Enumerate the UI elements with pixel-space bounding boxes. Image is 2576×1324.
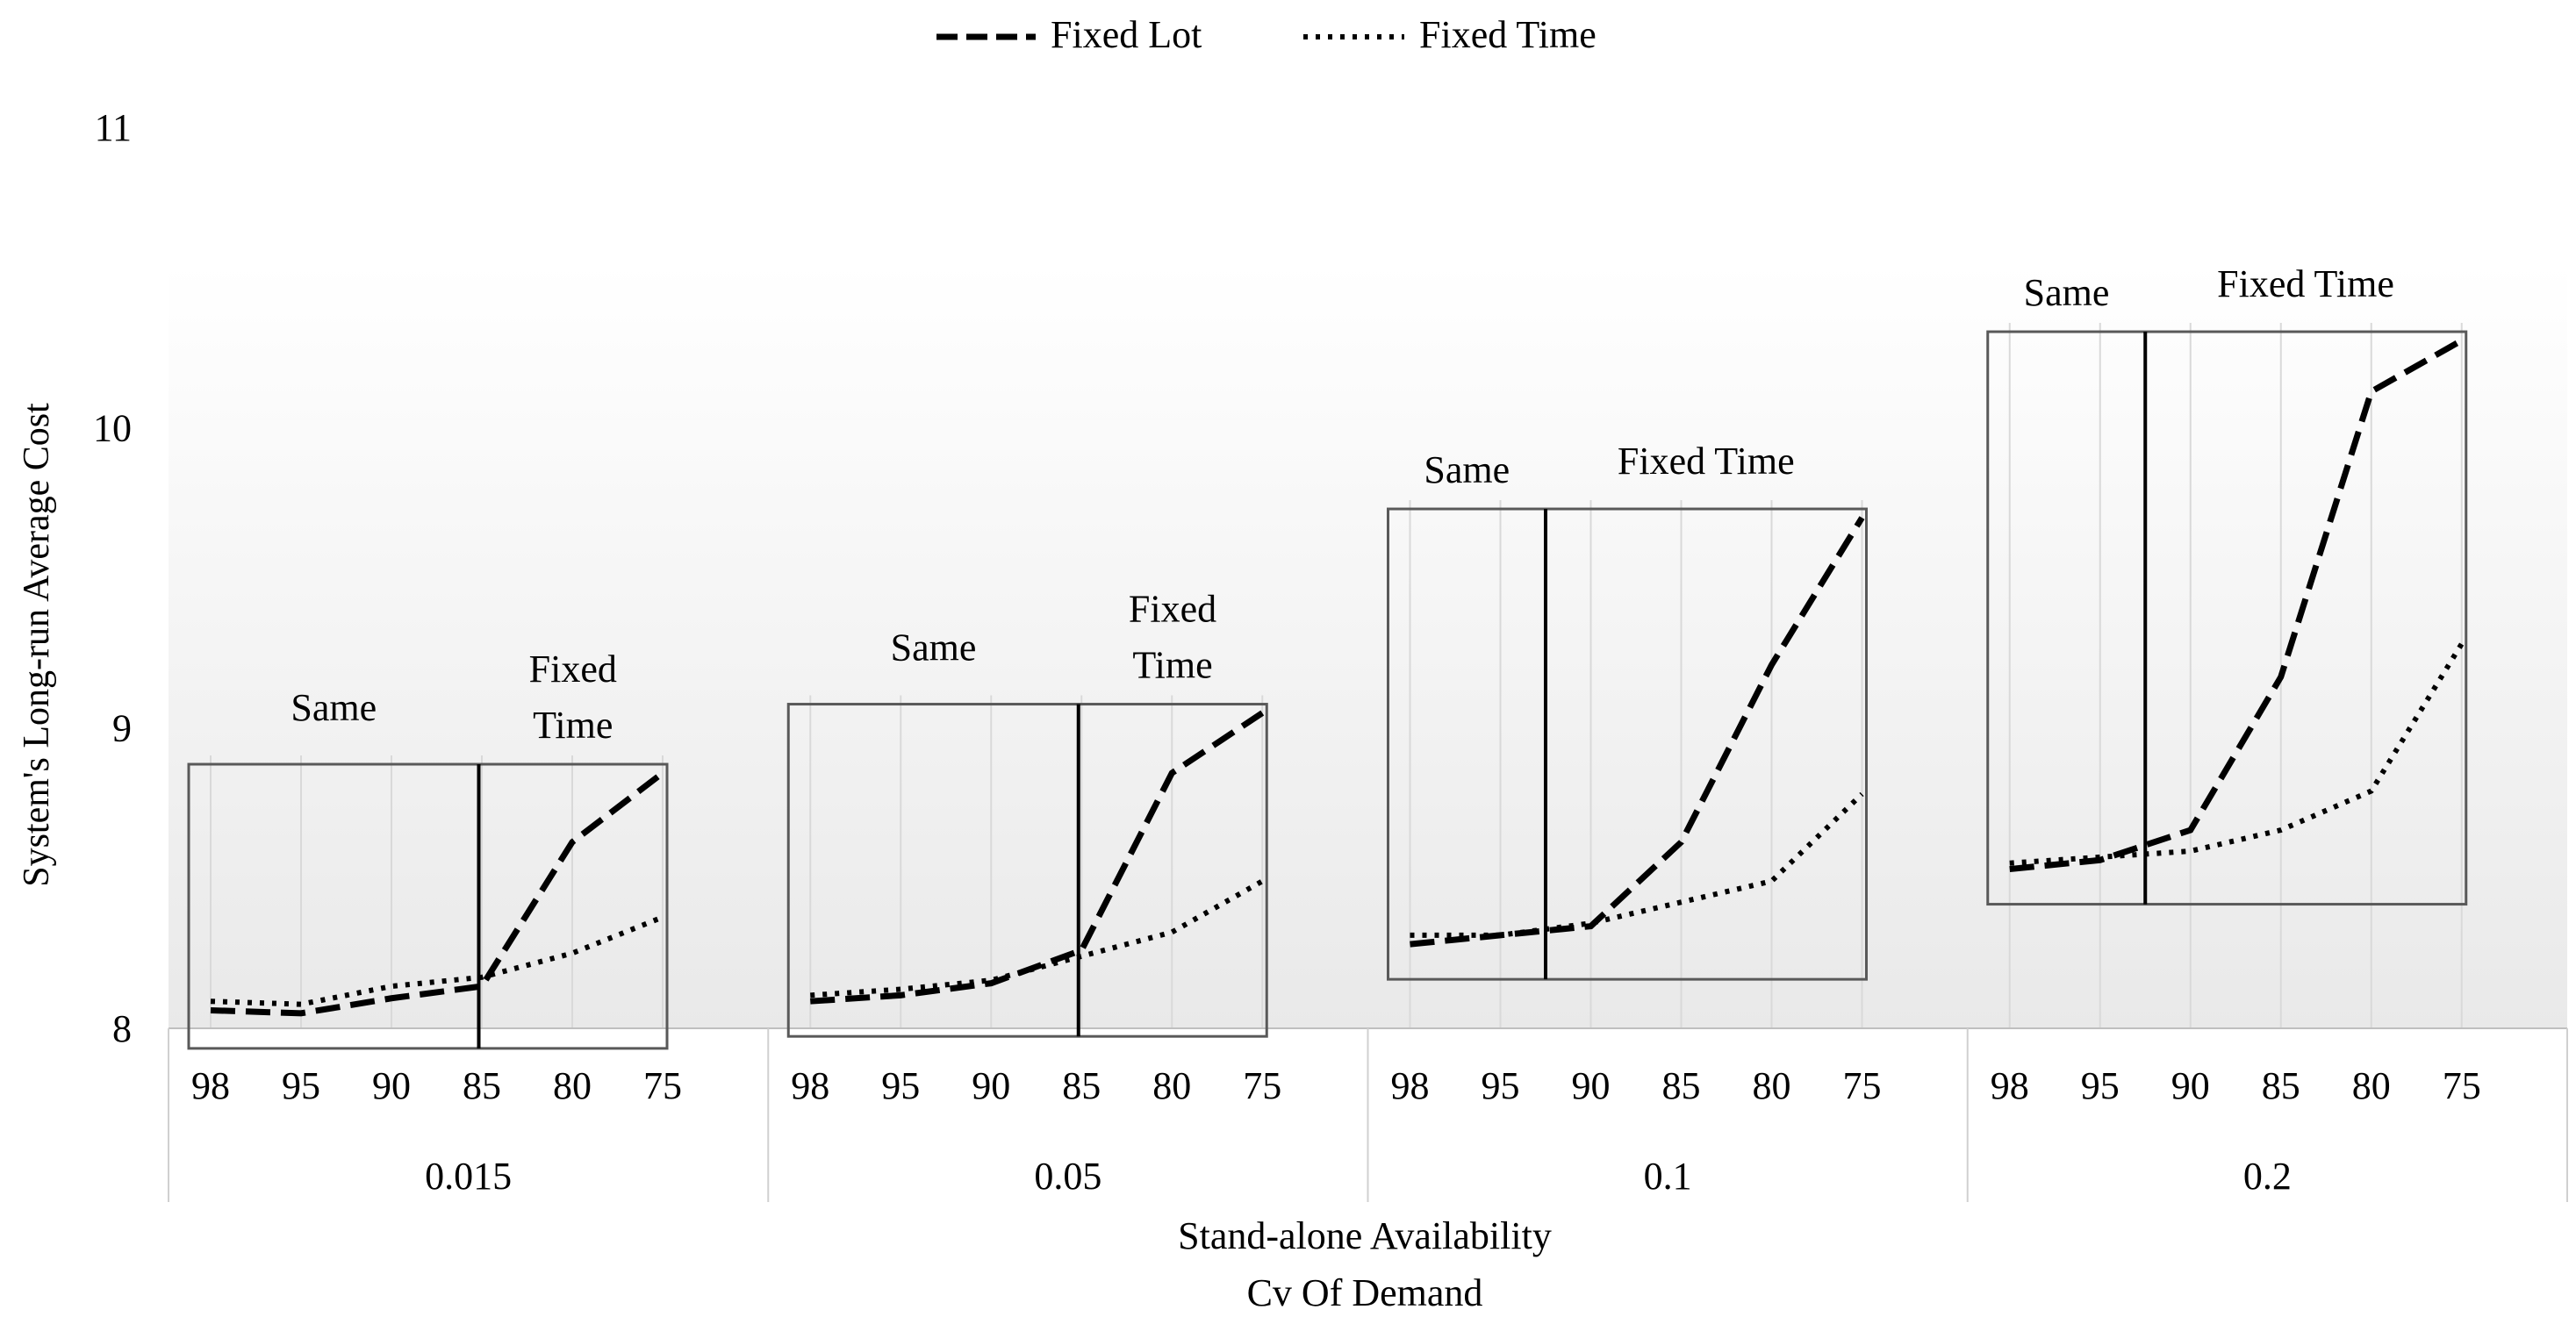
series-line-fixed-lot bbox=[210, 770, 665, 1017]
annotation-box bbox=[786, 703, 1268, 1038]
legend: Fixed Lot Fixed Time bbox=[936, 13, 1597, 56]
category-axis: 98 95 90 85 80 75 0.015 98 95 90 85 80 75 0.05 98 95 90 8… bbox=[168, 1027, 2568, 1202]
annotation-label-fixed-time: Time bbox=[533, 704, 613, 747]
x-tick-label: 98 bbox=[791, 1064, 829, 1107]
value-axis: 8 9 10 11 bbox=[93, 106, 132, 1050]
annotation-label-fixed-time: Fixed Time bbox=[1618, 440, 1795, 483]
group-label: 0.1 bbox=[1644, 1155, 1692, 1198]
x-axis-title-line-1: Stand-alone Availability bbox=[1178, 1214, 1552, 1257]
series-line-fixed-lot bbox=[810, 710, 1265, 1005]
y-tick-label: 9 bbox=[112, 707, 132, 750]
x-tick-label: 95 bbox=[1482, 1064, 1520, 1107]
legend-label-fixed-time: Fixed Time bbox=[1419, 13, 1597, 56]
series-line-fixed-time bbox=[2009, 642, 2465, 866]
y-axis-title: System's Long-run Average Cost bbox=[17, 403, 57, 887]
series-line-fixed-time bbox=[210, 914, 664, 1007]
annotation-boxes: Same Fixed Time Same Fixed Time Same Fixed Time… bbox=[187, 262, 2468, 1050]
annotation-label-fixed-time: Fixed bbox=[1129, 588, 1216, 631]
annotation-label-same: Same bbox=[2024, 271, 2110, 314]
x-axis-title-line-2: Cv Of Demand bbox=[1247, 1271, 1483, 1314]
x-tick-label: 80 bbox=[2352, 1064, 2391, 1107]
x-tick-label: 80 bbox=[553, 1064, 592, 1107]
x-tick-label: 95 bbox=[881, 1064, 920, 1107]
y-tick-label: 11 bbox=[95, 106, 132, 149]
series-lines bbox=[210, 338, 2465, 1017]
x-tick-label: 80 bbox=[1152, 1064, 1191, 1107]
x-tick-label: 98 bbox=[191, 1064, 230, 1107]
x-tick-label: 75 bbox=[643, 1064, 682, 1107]
y-tick-label: 8 bbox=[112, 1007, 132, 1050]
plot-area-background bbox=[169, 263, 2567, 1028]
x-tick-label: 85 bbox=[1062, 1064, 1101, 1107]
series-line-fixed-time bbox=[1410, 791, 1864, 938]
x-tick-label: 98 bbox=[1991, 1064, 2029, 1107]
annotation-label-fixed-time: Fixed bbox=[529, 648, 617, 691]
annotation-label-same: Same bbox=[291, 686, 377, 729]
x-tick-label: 98 bbox=[1391, 1064, 1430, 1107]
x-tick-label: 85 bbox=[2262, 1064, 2300, 1107]
x-tick-label: 95 bbox=[2081, 1064, 2120, 1107]
x-tick-label: 90 bbox=[972, 1064, 1010, 1107]
x-tick-label: 90 bbox=[1572, 1064, 1611, 1107]
x-tick-label: 75 bbox=[2443, 1064, 2481, 1107]
legend-label-fixed-lot: Fixed Lot bbox=[1051, 13, 1202, 56]
annotation-box bbox=[1387, 507, 1868, 981]
x-tick-label: 75 bbox=[1243, 1064, 1281, 1107]
series-line-fixed-lot bbox=[2009, 338, 2464, 873]
annotation-box bbox=[1986, 330, 2468, 906]
annotation-label-same: Same bbox=[891, 626, 977, 669]
group-label: 0.2 bbox=[2243, 1155, 2292, 1198]
annotation-label-fixed-time: Time bbox=[1132, 644, 1212, 687]
x-tick-label: 85 bbox=[1662, 1064, 1701, 1107]
x-tick-label: 95 bbox=[282, 1064, 320, 1107]
annotation-label-same: Same bbox=[1424, 448, 1510, 491]
series-line-fixed-time bbox=[810, 878, 1264, 998]
annotation-label-fixed-time: Fixed Time bbox=[2217, 262, 2394, 305]
x-tick-label: 75 bbox=[1843, 1064, 1882, 1107]
x-tick-label: 85 bbox=[463, 1064, 501, 1107]
group-label: 0.05 bbox=[1034, 1155, 1101, 1198]
y-tick-label: 10 bbox=[93, 406, 132, 449]
annotation-box bbox=[187, 762, 669, 1050]
x-tick-label: 90 bbox=[372, 1064, 411, 1107]
x-tick-label: 90 bbox=[2171, 1064, 2210, 1107]
group-label: 0.015 bbox=[425, 1155, 512, 1198]
x-tick-label: 80 bbox=[1753, 1064, 1791, 1107]
